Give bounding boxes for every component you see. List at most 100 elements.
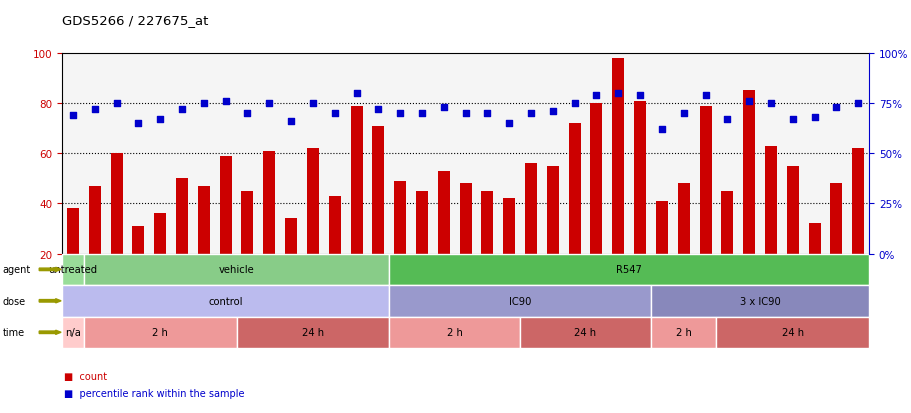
Point — [784, 116, 799, 123]
Bar — [415, 191, 427, 304]
Bar — [611, 59, 624, 304]
Point — [261, 100, 276, 107]
Bar — [389, 254, 868, 285]
Text: R547: R547 — [616, 265, 641, 275]
Bar — [176, 179, 188, 304]
Point — [393, 110, 407, 117]
Point — [676, 110, 691, 117]
Bar — [547, 166, 558, 304]
Bar — [764, 146, 776, 304]
Bar — [503, 199, 515, 304]
Bar — [742, 91, 754, 304]
Text: GDS5266 / 227675_at: GDS5266 / 227675_at — [62, 14, 208, 27]
Bar — [716, 317, 868, 348]
Text: time: time — [3, 328, 25, 337]
Point — [632, 93, 647, 99]
Bar — [62, 285, 389, 317]
Text: 24 h: 24 h — [574, 328, 596, 337]
Text: ■  percentile rank within the sample: ■ percentile rank within the sample — [64, 388, 244, 398]
Point — [305, 100, 320, 107]
Text: 24 h: 24 h — [781, 328, 803, 337]
Text: agent: agent — [3, 265, 31, 275]
Text: dose: dose — [3, 296, 26, 306]
Bar — [198, 186, 210, 304]
Text: 2 h: 2 h — [152, 328, 168, 337]
Point — [479, 110, 494, 117]
Point — [545, 109, 559, 115]
Bar — [350, 106, 362, 304]
Bar — [830, 184, 842, 304]
Point — [415, 110, 429, 117]
Bar — [285, 219, 297, 304]
Bar — [88, 186, 100, 304]
Bar — [437, 171, 449, 304]
Bar — [633, 101, 645, 304]
Point — [109, 100, 124, 107]
Text: n/a: n/a — [65, 328, 81, 337]
Point — [458, 110, 473, 117]
Bar — [62, 317, 84, 348]
Point — [175, 107, 189, 113]
Bar — [306, 149, 319, 304]
Bar — [328, 197, 341, 304]
Bar — [650, 285, 868, 317]
Bar — [110, 154, 122, 304]
Point — [218, 98, 232, 105]
Bar — [525, 164, 537, 304]
Bar — [655, 202, 667, 304]
Bar — [808, 224, 820, 304]
Point — [654, 126, 669, 133]
Bar — [84, 254, 389, 285]
Bar — [481, 191, 493, 304]
Bar — [241, 191, 253, 304]
Bar — [699, 106, 711, 304]
Point — [850, 100, 865, 107]
Bar — [519, 317, 650, 348]
Bar — [851, 149, 864, 304]
Point — [240, 110, 254, 117]
Point — [87, 107, 102, 113]
Point — [589, 93, 603, 99]
Bar — [154, 214, 166, 304]
Point — [610, 90, 625, 97]
Point — [567, 100, 581, 107]
Bar — [677, 184, 689, 304]
Bar — [459, 184, 471, 304]
Bar — [372, 126, 384, 304]
Bar — [220, 157, 231, 304]
Point — [327, 110, 342, 117]
Text: 2 h: 2 h — [675, 328, 691, 337]
Point — [806, 114, 821, 121]
Bar — [721, 191, 732, 304]
Point — [720, 116, 734, 123]
Bar — [786, 166, 798, 304]
Point — [436, 104, 451, 111]
Point — [153, 116, 168, 123]
Point — [66, 112, 80, 119]
Point — [763, 100, 777, 107]
Text: 2 h: 2 h — [446, 328, 462, 337]
Text: control: control — [208, 296, 242, 306]
Bar — [62, 254, 84, 285]
Bar — [236, 317, 389, 348]
Text: 24 h: 24 h — [302, 328, 323, 337]
Point — [131, 121, 146, 127]
Text: ■  count: ■ count — [64, 371, 107, 381]
Text: vehicle: vehicle — [219, 265, 254, 275]
Point — [283, 119, 298, 125]
Text: IC90: IC90 — [508, 296, 531, 306]
Bar — [263, 151, 275, 304]
Bar — [67, 209, 79, 304]
Bar — [84, 317, 236, 348]
Point — [196, 100, 210, 107]
Bar — [568, 124, 580, 304]
Point — [523, 110, 537, 117]
Bar — [389, 317, 519, 348]
Bar — [394, 181, 405, 304]
Point — [501, 121, 516, 127]
Bar — [132, 226, 144, 304]
Point — [371, 107, 385, 113]
Point — [698, 93, 712, 99]
Point — [741, 98, 755, 105]
Bar — [589, 104, 602, 304]
